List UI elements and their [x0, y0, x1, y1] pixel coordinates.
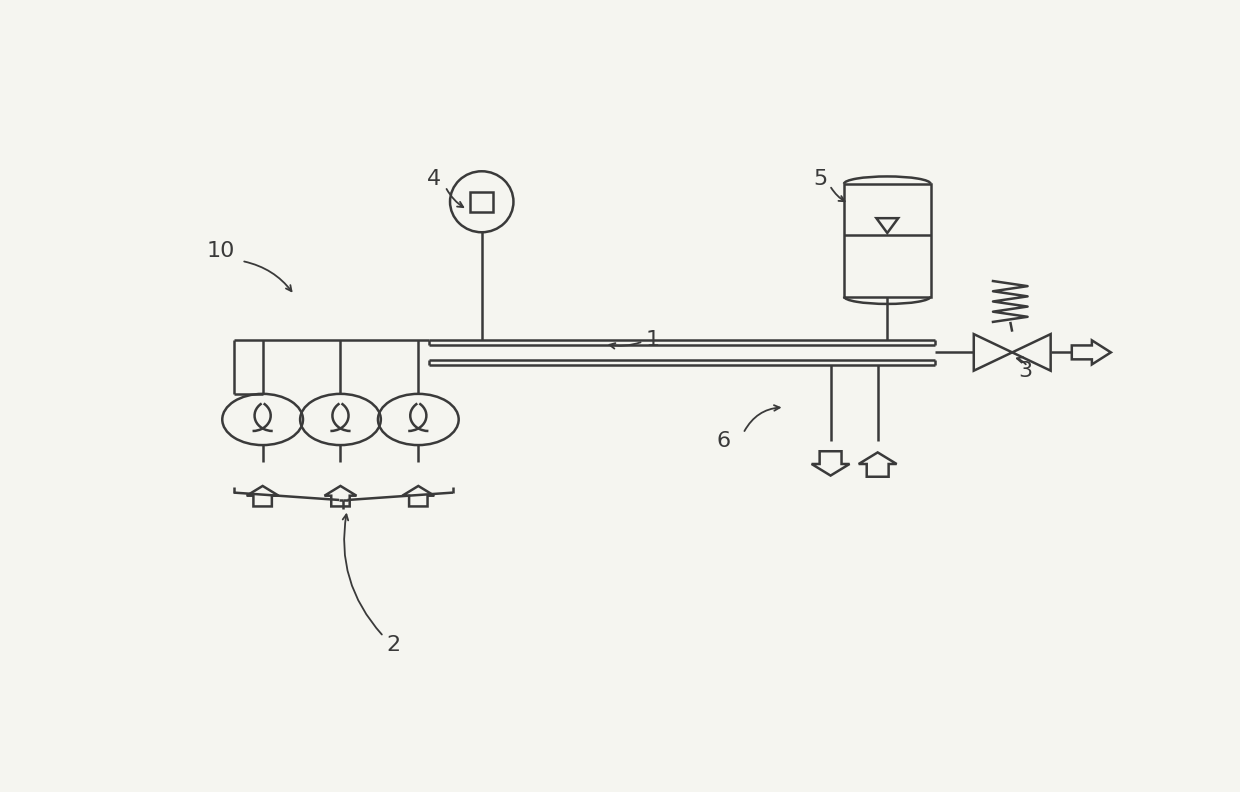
Text: 5: 5 [813, 169, 827, 189]
Text: 4: 4 [427, 169, 440, 189]
Text: 1: 1 [646, 330, 660, 350]
Text: 6: 6 [717, 432, 730, 451]
Bar [844, 184, 930, 296]
Text: 3: 3 [1018, 360, 1033, 381]
Text: 10: 10 [206, 241, 234, 261]
Text: 2: 2 [387, 635, 401, 655]
Bar [470, 192, 494, 211]
